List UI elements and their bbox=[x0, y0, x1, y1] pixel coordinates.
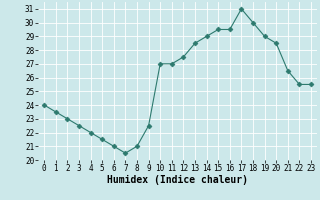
X-axis label: Humidex (Indice chaleur): Humidex (Indice chaleur) bbox=[107, 175, 248, 185]
